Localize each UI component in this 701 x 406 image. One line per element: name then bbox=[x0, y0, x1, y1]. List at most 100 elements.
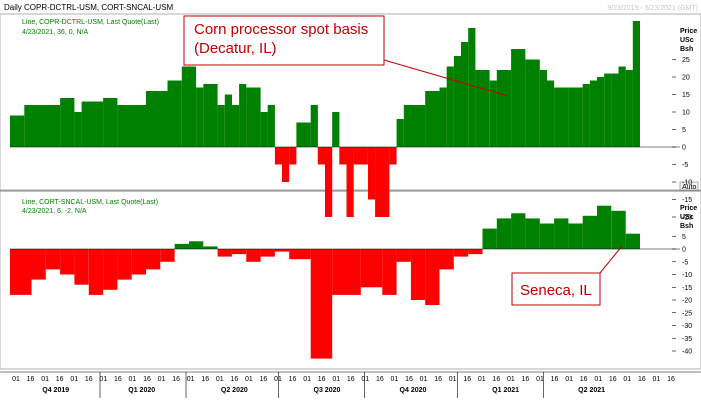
top-ytick-label-2: 15 bbox=[682, 92, 690, 99]
top-ytick-label-7: -10 bbox=[682, 180, 692, 187]
x-day-label-13: 16 bbox=[201, 376, 209, 383]
x-day-label-5: 16 bbox=[85, 376, 93, 383]
top-bar-53 bbox=[604, 73, 612, 147]
bottom-bar-33 bbox=[525, 218, 540, 249]
x-day-label-38: 01 bbox=[565, 376, 573, 383]
bottom-ytick-label-6: -25 bbox=[682, 310, 692, 317]
top-ytick-label-8: -15 bbox=[682, 197, 692, 204]
bottom-ytick-label-9: -40 bbox=[682, 349, 692, 356]
bottom-unit-usc: USc bbox=[680, 214, 694, 221]
top-bar-27 bbox=[339, 147, 347, 165]
bottom-bar-31 bbox=[496, 218, 512, 249]
top-bar-57 bbox=[632, 21, 640, 147]
x-day-label-16: 01 bbox=[245, 376, 253, 383]
bottom-bar-23 bbox=[382, 249, 397, 295]
x-day-label-10: 01 bbox=[158, 376, 166, 383]
chart-window-title: Daily COPR-DCTRL-USM, CORT-SNCAL-USM bbox=[4, 3, 174, 12]
top-bar-33 bbox=[396, 119, 404, 147]
top-bar-26 bbox=[332, 112, 340, 147]
bottom-bar-27 bbox=[439, 249, 454, 270]
top-bar-12 bbox=[217, 105, 225, 147]
x-day-label-14: 01 bbox=[216, 376, 224, 383]
top-bar-14 bbox=[231, 105, 240, 147]
x-quarter-label-4: Q4 2020 bbox=[400, 387, 427, 394]
top-unit-usc: USc bbox=[680, 37, 694, 44]
x-day-label-8: 01 bbox=[129, 376, 137, 383]
x-day-label-45: 16 bbox=[667, 376, 675, 383]
x-day-label-34: 01 bbox=[507, 376, 515, 383]
bottom-bar-6 bbox=[103, 249, 118, 290]
top-bar-21 bbox=[289, 147, 297, 165]
top-bar-38 bbox=[453, 56, 462, 147]
bottom-bar-29 bbox=[468, 249, 483, 255]
bottom-unit-bsh: Bsh bbox=[680, 223, 693, 230]
x-day-label-30: 01 bbox=[449, 376, 457, 383]
top-bar-22 bbox=[296, 122, 311, 147]
top-bar-46 bbox=[539, 70, 547, 147]
x-day-label-44: 01 bbox=[653, 376, 661, 383]
top-bar-18 bbox=[267, 105, 275, 147]
top-bar-30 bbox=[368, 147, 376, 200]
x-day-label-18: 01 bbox=[274, 376, 282, 383]
top-bar-56 bbox=[625, 70, 633, 147]
x-quarter-label-5: Q1 2021 bbox=[492, 387, 519, 394]
x-quarter-label-0: Q4 2019 bbox=[42, 387, 69, 394]
x-day-label-2: 01 bbox=[41, 376, 49, 383]
bottom-bar-10 bbox=[160, 249, 175, 262]
x-day-label-23: 16 bbox=[347, 376, 355, 383]
top-bar-49 bbox=[568, 87, 583, 147]
top-bar-54 bbox=[611, 73, 619, 147]
bottom-bar-11 bbox=[174, 243, 189, 249]
annotation-seneca-label: Seneca, IL bbox=[520, 282, 592, 299]
top-bar-42 bbox=[489, 80, 497, 147]
bottom-bar-5 bbox=[88, 249, 104, 295]
bottom-bar-0 bbox=[10, 249, 32, 295]
x-day-label-36: 01 bbox=[536, 376, 544, 383]
bottom-bar-34 bbox=[539, 223, 555, 249]
annotation-seneca-pointer bbox=[599, 245, 623, 274]
top-bar-2 bbox=[60, 98, 75, 147]
bottom-bar-3 bbox=[60, 249, 75, 275]
top-bar-16 bbox=[246, 87, 261, 147]
bottom-bar-25 bbox=[410, 249, 426, 300]
bottom-ytick-label-3: -10 bbox=[682, 272, 692, 279]
bottom-ytick-label-7: -30 bbox=[682, 323, 692, 330]
bottom-bar-30 bbox=[482, 228, 497, 249]
top-bar-13 bbox=[224, 94, 232, 147]
bottom-ytick-label-5: -20 bbox=[682, 298, 692, 305]
x-quarter-label-2: Q2 2020 bbox=[221, 387, 248, 394]
x-day-label-0: 01 bbox=[12, 376, 20, 383]
x-day-label-7: 16 bbox=[114, 376, 122, 383]
x-day-label-3: 16 bbox=[56, 376, 64, 383]
bottom-bar-7 bbox=[117, 249, 132, 280]
annotation-decatur-line-1: Corn processor spot basis bbox=[194, 21, 368, 38]
bottom-bar-19 bbox=[289, 249, 311, 260]
x-day-label-9: 16 bbox=[143, 376, 151, 383]
top-bar-25 bbox=[325, 147, 333, 217]
bottom-bar-16 bbox=[246, 249, 261, 262]
top-bar-36 bbox=[439, 87, 447, 147]
x-day-label-22: 01 bbox=[332, 376, 340, 383]
bottom-bar-26 bbox=[425, 249, 440, 306]
x-quarter-label-1: Q1 2020 bbox=[128, 387, 155, 394]
bottom-bar-28 bbox=[453, 249, 469, 257]
top-bar-24 bbox=[317, 147, 325, 165]
bottom-bar-21 bbox=[332, 249, 361, 295]
auto-scale-label: Auto bbox=[682, 184, 697, 191]
x-day-label-15: 16 bbox=[230, 376, 238, 383]
x-day-label-42: 01 bbox=[623, 376, 631, 383]
top-bar-31 bbox=[375, 147, 390, 217]
x-day-label-43: 16 bbox=[638, 376, 646, 383]
bottom-bar-4 bbox=[74, 249, 89, 285]
bottom-bar-17 bbox=[260, 249, 275, 257]
top-ytick-label-9: -20 bbox=[682, 215, 692, 222]
top-bar-41 bbox=[475, 70, 490, 147]
bottom-bar-36 bbox=[568, 223, 583, 249]
top-unit-bsh: Bsh bbox=[680, 46, 693, 53]
top-bar-23 bbox=[310, 105, 318, 147]
x-day-label-31: 16 bbox=[463, 376, 471, 383]
top-bar-47 bbox=[546, 80, 555, 147]
auto-scale-button[interactable] bbox=[679, 181, 699, 191]
bottom-ytick-label-4: -15 bbox=[682, 285, 692, 292]
